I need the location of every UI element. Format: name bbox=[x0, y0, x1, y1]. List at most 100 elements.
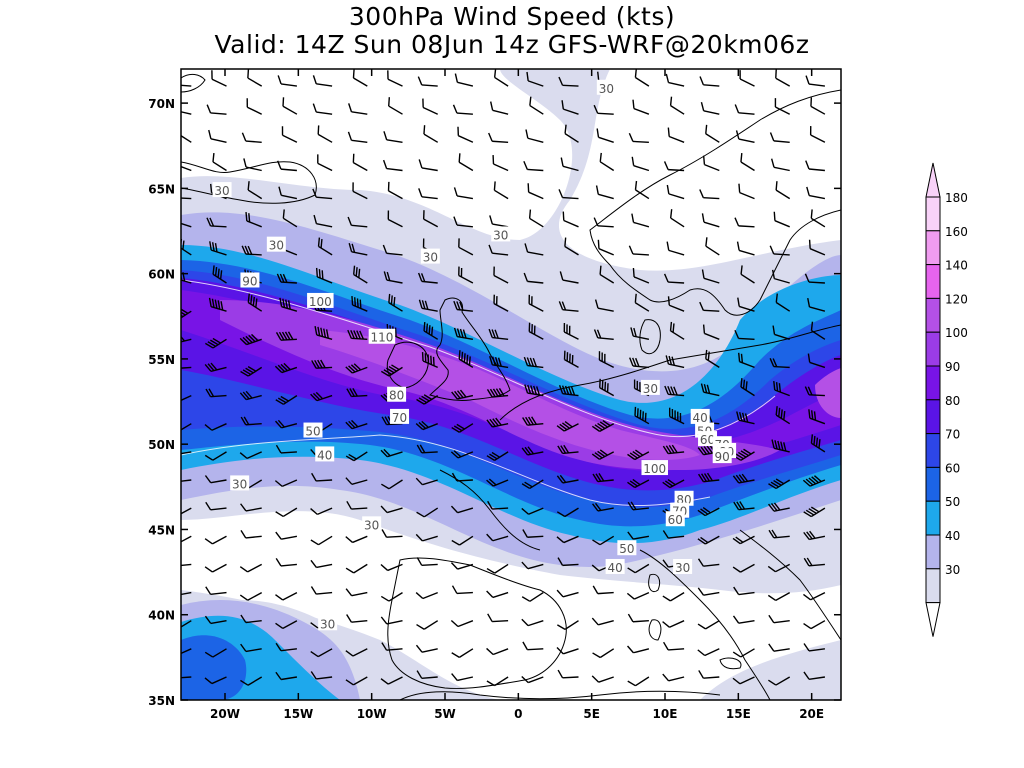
wind-barb bbox=[383, 131, 403, 143]
wind-barb bbox=[627, 613, 649, 623]
wind-barb bbox=[627, 563, 650, 574]
wind-barbs bbox=[181, 69, 826, 687]
wind-barb bbox=[522, 641, 544, 651]
contour-label: 50 bbox=[303, 422, 323, 439]
wind-barb bbox=[241, 245, 262, 256]
wind-barb bbox=[348, 243, 368, 256]
wind-barb bbox=[239, 451, 262, 459]
wind-barb bbox=[275, 671, 298, 681]
contour-label-bg bbox=[212, 182, 232, 198]
colorbar-label: 90 bbox=[945, 360, 960, 374]
wind-barb bbox=[697, 506, 720, 517]
wind-barb bbox=[739, 70, 755, 87]
coastline-greenland bbox=[181, 73, 206, 93]
wind-barb bbox=[345, 363, 368, 374]
contour-label: 30 bbox=[640, 379, 660, 396]
wind-barb bbox=[181, 563, 192, 567]
wind-barb bbox=[775, 181, 791, 200]
contour-label-bg bbox=[315, 446, 335, 462]
wind-barb bbox=[421, 352, 438, 369]
wind-barb bbox=[599, 378, 615, 397]
wind-barb bbox=[205, 586, 227, 596]
wind-barb bbox=[486, 590, 509, 599]
wind-barb bbox=[486, 533, 509, 542]
wind-barb bbox=[557, 557, 579, 567]
wind-barb bbox=[592, 502, 614, 512]
wind-barb bbox=[805, 160, 825, 172]
wind-barb bbox=[733, 501, 755, 511]
contour-label-bg bbox=[491, 226, 511, 242]
contour-label: 30 bbox=[596, 79, 616, 96]
wind-barb bbox=[275, 620, 298, 630]
wind-barb bbox=[629, 357, 649, 369]
wind-barb bbox=[457, 126, 474, 143]
wind-barb bbox=[387, 210, 403, 228]
wind-barb bbox=[697, 535, 720, 545]
contour-label: 70 bbox=[390, 408, 410, 425]
wind-barb bbox=[345, 477, 368, 486]
colorbar-swatch bbox=[925, 399, 941, 435]
wind-barb bbox=[592, 648, 615, 659]
wind-barb bbox=[564, 124, 579, 143]
wind-barb bbox=[243, 158, 262, 172]
band-110kt bbox=[320, 330, 700, 460]
wind-barb bbox=[810, 209, 826, 228]
wind-barb bbox=[346, 614, 368, 623]
wind-barb bbox=[314, 325, 333, 340]
wind-barb bbox=[454, 73, 474, 87]
wind-barb bbox=[699, 189, 720, 200]
wind-barb bbox=[591, 675, 614, 683]
wind-barb bbox=[345, 535, 368, 544]
wind-barb bbox=[732, 448, 755, 461]
wind-barb bbox=[204, 423, 227, 431]
wind-barb bbox=[278, 186, 298, 200]
wind-barb bbox=[522, 529, 544, 538]
wind-barb bbox=[240, 503, 262, 512]
wind-barb bbox=[181, 507, 192, 517]
wind-barb bbox=[804, 273, 825, 284]
wind-barb bbox=[631, 213, 650, 228]
coastline-ireland bbox=[386, 341, 429, 389]
wind-barb bbox=[773, 211, 790, 228]
lat-label: 60N bbox=[148, 268, 175, 282]
contour-label: 60 bbox=[665, 511, 685, 527]
wind-barb bbox=[768, 529, 790, 539]
wind-barb bbox=[352, 69, 368, 87]
wind-barb bbox=[705, 349, 720, 368]
wind-barb bbox=[212, 265, 227, 284]
wind-barb bbox=[521, 446, 544, 456]
wind-barb bbox=[212, 152, 227, 172]
wind-barb bbox=[181, 591, 192, 597]
wind-barb bbox=[597, 239, 614, 256]
wind-barb bbox=[593, 329, 614, 340]
wind-speed-field bbox=[181, 69, 841, 700]
wind-barb bbox=[632, 99, 650, 115]
wind-barb bbox=[458, 350, 474, 368]
contour-label: 110 bbox=[368, 328, 396, 345]
wind-barb bbox=[380, 448, 403, 458]
wind-barb bbox=[807, 298, 826, 312]
wind-barb bbox=[628, 245, 649, 256]
wind-barb bbox=[732, 535, 755, 545]
wind-barb bbox=[181, 197, 192, 200]
wind-barb bbox=[493, 181, 509, 200]
wind-barb bbox=[803, 591, 826, 601]
wind-barb bbox=[204, 337, 227, 349]
wind-barb bbox=[591, 419, 615, 432]
wind-barb bbox=[768, 614, 790, 624]
colorbar-label: 120 bbox=[945, 292, 968, 306]
contour-label: 40 bbox=[605, 558, 625, 575]
wind-barb bbox=[346, 388, 368, 398]
colorbar-label: 140 bbox=[945, 259, 968, 273]
wind-barb bbox=[528, 322, 544, 340]
wind-barb bbox=[634, 180, 650, 200]
wind-barb bbox=[451, 648, 474, 658]
wind-barb bbox=[312, 75, 333, 87]
wind-barb bbox=[353, 265, 368, 284]
wind-barb bbox=[317, 237, 333, 256]
wind-barb bbox=[415, 420, 438, 431]
wind-barb bbox=[732, 563, 755, 573]
colorbar-label: 40 bbox=[945, 529, 960, 543]
contour-label-bg bbox=[240, 272, 260, 288]
